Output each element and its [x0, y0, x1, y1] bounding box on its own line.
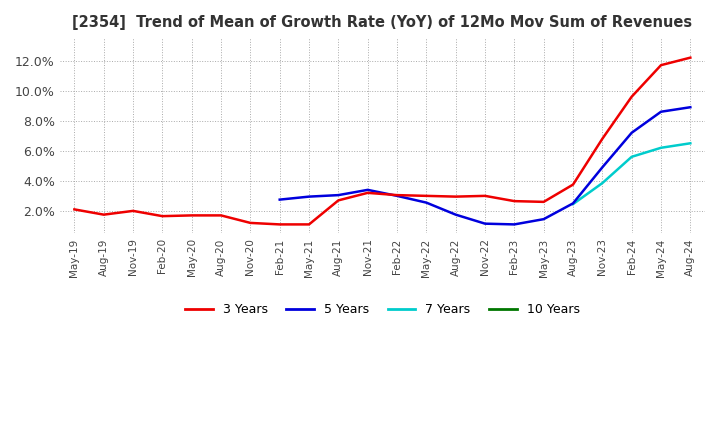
Title: [2354]  Trend of Mean of Growth Rate (YoY) of 12Mo Mov Sum of Revenues: [2354] Trend of Mean of Growth Rate (YoY… [72, 15, 693, 30]
Legend: 3 Years, 5 Years, 7 Years, 10 Years: 3 Years, 5 Years, 7 Years, 10 Years [180, 298, 585, 321]
